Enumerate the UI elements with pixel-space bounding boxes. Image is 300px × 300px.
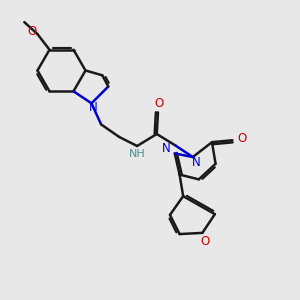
Text: O: O — [201, 235, 210, 248]
Text: O: O — [154, 97, 164, 110]
Text: O: O — [237, 132, 247, 145]
Text: NH: NH — [129, 148, 146, 158]
Text: N: N — [161, 142, 170, 155]
Text: N: N — [192, 156, 201, 169]
Text: N: N — [88, 101, 98, 114]
Text: O: O — [28, 25, 37, 38]
